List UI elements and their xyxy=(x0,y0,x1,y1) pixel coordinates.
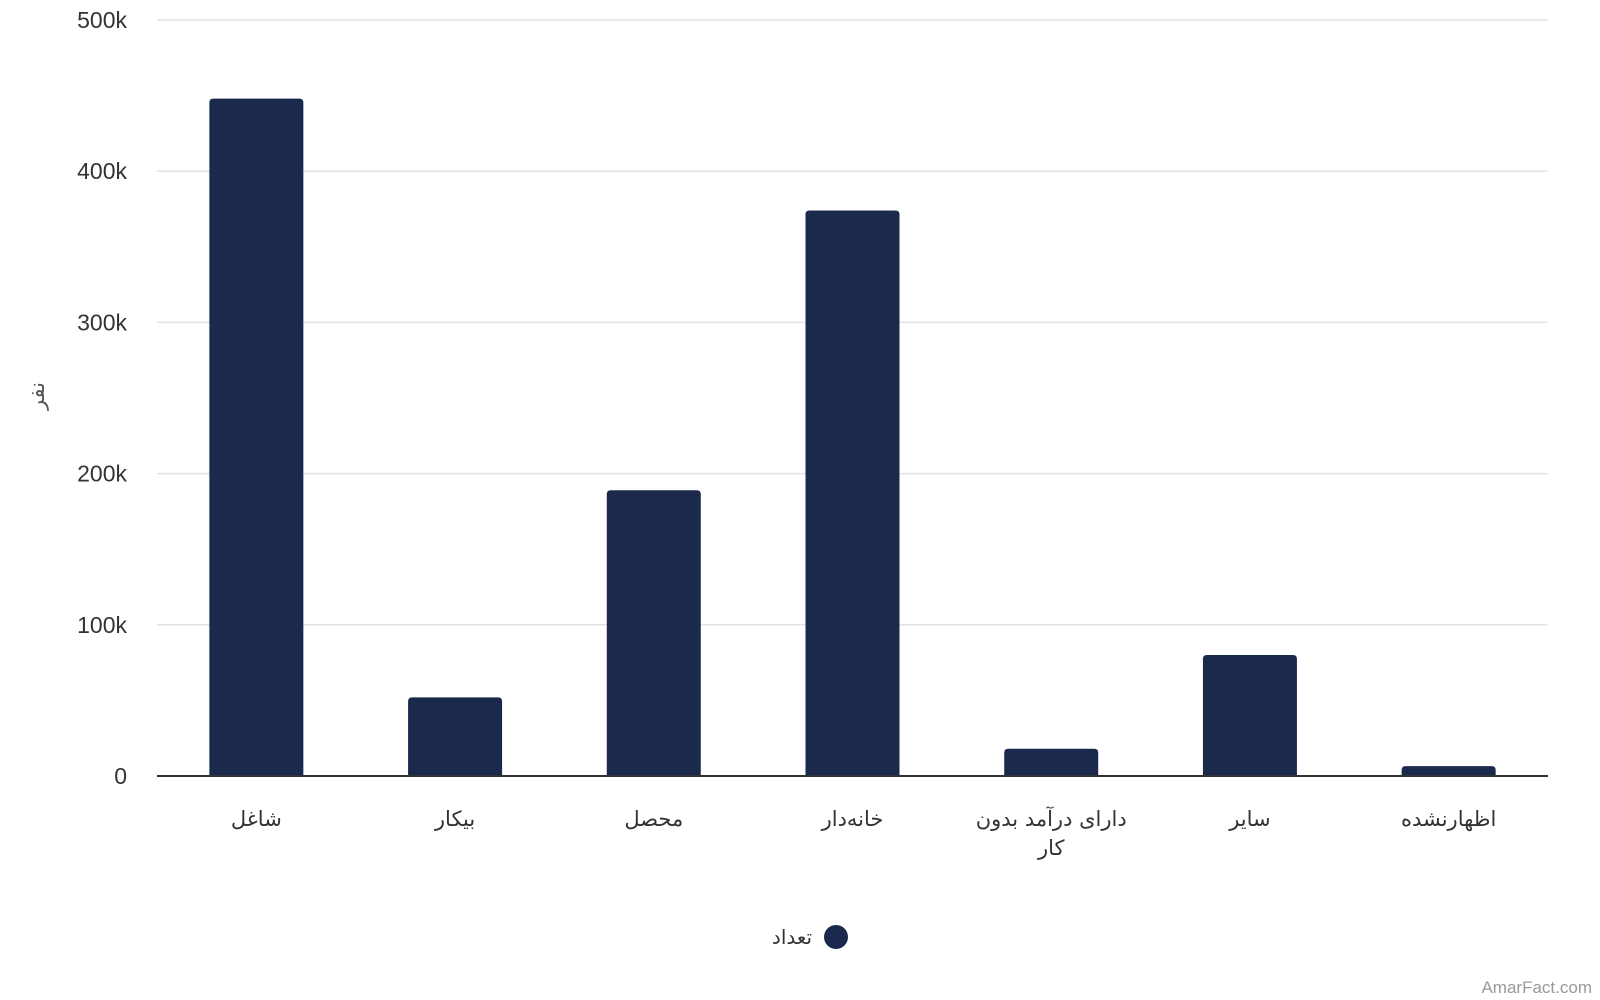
bar[interactable] xyxy=(805,210,900,777)
x-tick-label: سایر xyxy=(1228,807,1270,831)
credit-text: AmarFact.com xyxy=(1481,978,1592,997)
bars xyxy=(209,98,1496,777)
y-tick-label: 500k xyxy=(77,7,127,33)
bar[interactable] xyxy=(606,490,701,776)
y-tick-label: 400k xyxy=(77,158,127,184)
y-tick-label: 100k xyxy=(77,612,127,638)
y-tick-label: 200k xyxy=(77,461,127,487)
x-tick-label: دارای درآمد بدون کار xyxy=(976,806,1127,860)
y-axis-ticks: 0 100k 200k 300k 400k 500k xyxy=(77,7,127,789)
bar[interactable] xyxy=(1202,655,1297,776)
bar[interactable] xyxy=(209,98,304,776)
x-axis-labels: شاغل بیکار محصل خانه‌دار دارای درآمد بدون کار… xyxy=(231,806,1496,860)
x-tick-label: بیکار xyxy=(434,807,475,831)
x-tick-label: خانه‌دار xyxy=(821,807,884,831)
y-tick-label: 0 xyxy=(114,763,127,789)
legend-marker-icon xyxy=(824,925,849,949)
bar[interactable] xyxy=(408,697,503,776)
legend-label: تعداد xyxy=(771,925,813,949)
x-tick-label: شاغل xyxy=(231,807,282,831)
y-axis-label: نفر xyxy=(25,382,49,411)
x-tick-label: محصل xyxy=(624,807,683,831)
bar[interactable] xyxy=(1004,748,1099,776)
legend-item[interactable]: تعداد xyxy=(771,925,849,949)
bar[interactable] xyxy=(1401,766,1496,776)
x-tick-label: اظهارنشده xyxy=(1401,807,1496,831)
y-tick-label: 300k xyxy=(77,309,127,335)
legend: تعداد xyxy=(0,925,1600,954)
